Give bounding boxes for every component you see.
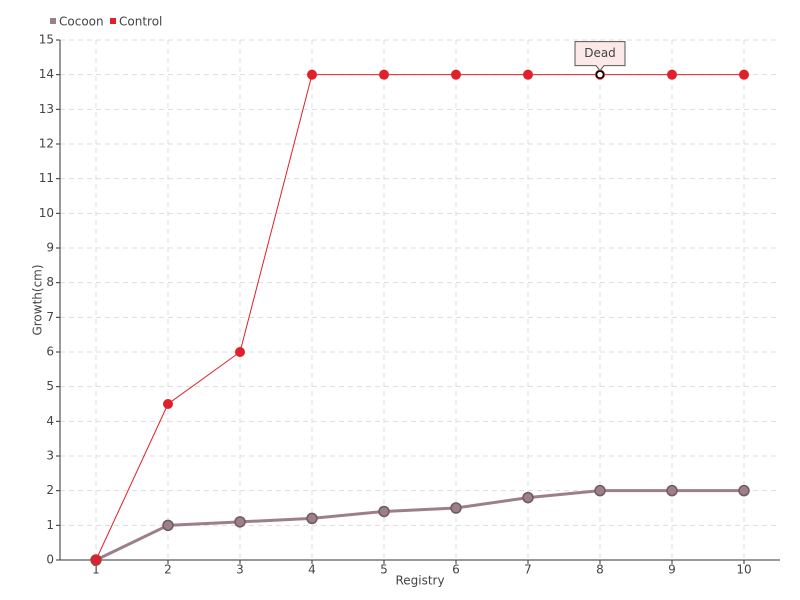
y-tick-label: 12 xyxy=(39,137,54,151)
series-line xyxy=(95,489,744,562)
y-tick-label: 5 xyxy=(46,379,54,393)
x-tick-label: 9 xyxy=(668,563,676,577)
x-tick-label: 4 xyxy=(308,563,316,577)
y-tick-label: 8 xyxy=(46,275,54,289)
data-point xyxy=(163,399,173,409)
x-tick-label: 7 xyxy=(524,563,532,577)
y-tick-label: 11 xyxy=(39,171,54,185)
y-tick-label: 15 xyxy=(39,33,54,47)
x-tick-label: 3 xyxy=(236,563,244,577)
data-point xyxy=(594,484,606,497)
legend-marker xyxy=(50,18,56,24)
data-point xyxy=(667,69,677,80)
x-axis-label: Registry xyxy=(395,574,444,588)
data-point xyxy=(235,347,245,357)
y-tick-label: 7 xyxy=(46,310,54,324)
legend-label: Control xyxy=(119,15,162,29)
annotation-label: Dead xyxy=(584,46,616,60)
data-point xyxy=(91,555,101,565)
annotation-box xyxy=(574,41,626,72)
data-point xyxy=(522,491,534,504)
data-point xyxy=(234,516,246,528)
data-point xyxy=(306,512,318,525)
y-tick-label: 1 xyxy=(46,518,54,532)
y-tick-label: 10 xyxy=(39,206,54,220)
x-tick-label: 5 xyxy=(380,563,388,577)
x-tick-label: 8 xyxy=(596,563,604,577)
y-tick-label: 13 xyxy=(39,102,54,116)
data-point xyxy=(451,69,461,80)
y-tick-label: 0 xyxy=(46,553,54,567)
y-tick-label: 6 xyxy=(46,345,54,359)
data-point xyxy=(450,502,462,514)
annotation-point xyxy=(595,70,605,79)
y-tick-label: 2 xyxy=(46,483,54,497)
data-point xyxy=(666,484,678,497)
series-line xyxy=(95,74,744,561)
data-point xyxy=(523,69,533,80)
x-tick-label: 2 xyxy=(164,563,172,577)
data-point xyxy=(378,505,390,518)
data-point xyxy=(379,69,389,80)
data-point xyxy=(739,69,749,80)
data-point xyxy=(162,519,174,532)
x-tick-label: 10 xyxy=(736,563,751,577)
data-point xyxy=(738,484,750,497)
x-tick-label: 1 xyxy=(92,563,100,577)
y-axis-label: Growth(cm) xyxy=(31,264,45,335)
y-tick-label: 4 xyxy=(46,414,54,428)
y-tick-label: 14 xyxy=(39,67,54,81)
legend-label: Cocoon xyxy=(59,15,104,29)
y-tick-label: 3 xyxy=(46,449,54,463)
x-tick-label: 6 xyxy=(452,563,460,577)
y-tick-label: 9 xyxy=(46,241,54,255)
data-point xyxy=(307,69,317,80)
legend-marker xyxy=(110,18,116,24)
